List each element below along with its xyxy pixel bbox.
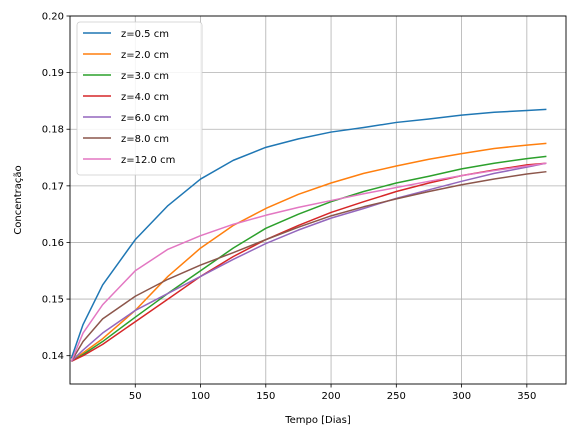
series-lines [70, 108, 547, 363]
y-axis-title: Concentração [13, 165, 24, 234]
legend-label: z=8.0 cm [121, 134, 169, 145]
legend-box [76, 21, 203, 176]
series-line [70, 108, 547, 359]
x-tick-label: 100 [191, 391, 210, 402]
legend-label: z=12.0 cm [121, 155, 175, 166]
series-line [70, 170, 547, 362]
legend-label: z=3.0 cm [121, 71, 169, 82]
series-line [70, 155, 547, 362]
y-axis-ticks: 0.14 0.15 0.16 0.17 0.18 0.19 0.20 [42, 12, 70, 362]
legend: z=0.5 cm z=2.0 cm z=3.0 cm z=4.0 cm z=6.0 cm… [76, 21, 203, 176]
y-tick-label: 0.20 [42, 12, 64, 23]
x-tick-label: 300 [452, 391, 471, 402]
y-tick-label: 0.16 [42, 238, 64, 249]
y-tick-label: 0.15 [42, 295, 64, 306]
x-tick-label: 350 [517, 391, 536, 402]
x-axis-title: Tempo [Dias] [284, 415, 351, 426]
x-tick-label: 250 [387, 391, 406, 402]
series-line [70, 162, 547, 362]
legend-label: z=6.0 cm [121, 113, 169, 124]
y-tick-label: 0.17 [42, 181, 64, 192]
y-tick-label: 0.18 [42, 125, 64, 136]
legend-label: z=0.5 cm [121, 29, 169, 40]
y-tick-label: 0.19 [42, 68, 64, 79]
series-line [70, 142, 547, 362]
x-tick-label: 200 [322, 391, 341, 402]
x-axis-ticks: 50 100 150 200 250 300 350 [129, 384, 536, 402]
plot-frame [69, 15, 567, 385]
legend-label: z=4.0 cm [121, 92, 169, 103]
legend-label: z=2.0 cm [121, 50, 169, 61]
x-tick-label: 150 [256, 391, 275, 402]
series-line [70, 162, 547, 362]
y-tick-label: 0.14 [42, 351, 64, 362]
x-tick-label: 50 [129, 391, 142, 402]
